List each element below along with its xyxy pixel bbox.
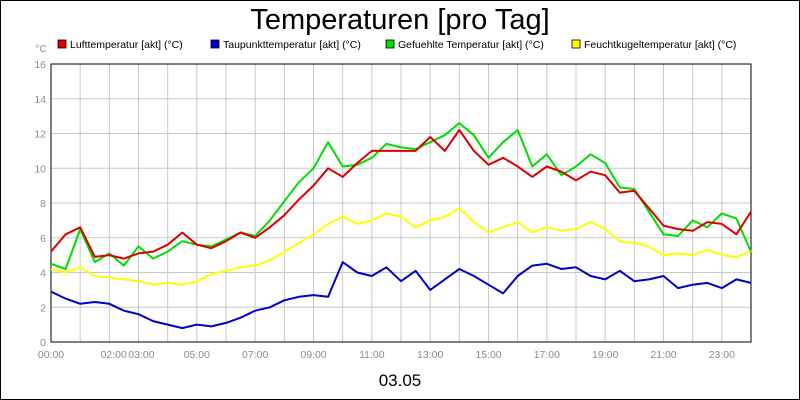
y-tick-label: 10 [34, 163, 46, 175]
legend-swatch [571, 39, 581, 49]
x-tick-label: 00:00 [38, 349, 64, 361]
legend-label: Gefuehlte Temperatur [akt] (°C) [398, 39, 544, 51]
x-tick-label: 23:00 [709, 349, 735, 361]
x-tick-label: 11:00 [359, 349, 385, 361]
y-tick-label: 4 [40, 268, 46, 280]
y-axis-unit: °C [35, 44, 46, 55]
y-tick-label: 16 [34, 59, 46, 71]
y-axis-ticks: 0 2 4 6 8 10 12 14 16 [34, 59, 46, 349]
x-tick-label: 09:00 [300, 349, 326, 361]
date-label: 03.05 [379, 371, 422, 390]
y-tick-label: 8 [40, 198, 46, 210]
chart-title: Temperaturen [pro Tag] [250, 4, 549, 36]
y-tick-label: 12 [34, 129, 46, 141]
legend-item: Lufttemperatur [akt] (°C) [57, 39, 183, 51]
x-tick-label: 21:00 [650, 349, 676, 361]
y-tick-label: 6 [40, 233, 46, 245]
series-line [50, 207, 752, 286]
legend-label: Lufttemperatur [akt] (°C) [70, 39, 183, 51]
legend-label: Taupunkttemperatur [akt] (°C) [223, 39, 361, 51]
chart-series [50, 122, 752, 330]
x-axis-ticks: 00:00 02:00 03:00 05:00 07:00 09:00 11:00 13:00… [38, 349, 735, 361]
x-tick-label: 19:00 [592, 349, 618, 361]
chart-legend: Lufttemperatur [akt] (°C) Taupunkttempera… [57, 39, 736, 51]
legend-swatch [57, 39, 67, 49]
legend-swatch [385, 39, 395, 49]
legend-item: Gefuehlte Temperatur [akt] (°C) [385, 39, 544, 51]
x-tick-label: 05:00 [184, 349, 210, 361]
x-tick-label: 02:00 [101, 349, 127, 361]
legend-swatch [210, 39, 220, 49]
legend-item: Feuchtkugeltemperatur [akt] (°C) [571, 39, 736, 51]
x-tick-label: 17:00 [534, 349, 560, 361]
chart-grid [50, 63, 752, 343]
x-tick-label: 03:00 [128, 349, 154, 361]
series-line [50, 122, 752, 270]
y-tick-label: 14 [34, 94, 46, 106]
series-line [50, 261, 752, 330]
legend-label: Feuchtkugeltemperatur [akt] (°C) [584, 39, 736, 51]
y-tick-label: 2 [40, 302, 46, 314]
x-tick-label: 13:00 [417, 349, 443, 361]
series-line [50, 129, 752, 260]
x-tick-label: 15:00 [475, 349, 501, 361]
plot-border [50, 63, 752, 343]
legend-item: Taupunkttemperatur [akt] (°C) [210, 39, 361, 51]
y-tick-label: 0 [40, 337, 46, 349]
x-tick-label: 07:00 [242, 349, 268, 361]
